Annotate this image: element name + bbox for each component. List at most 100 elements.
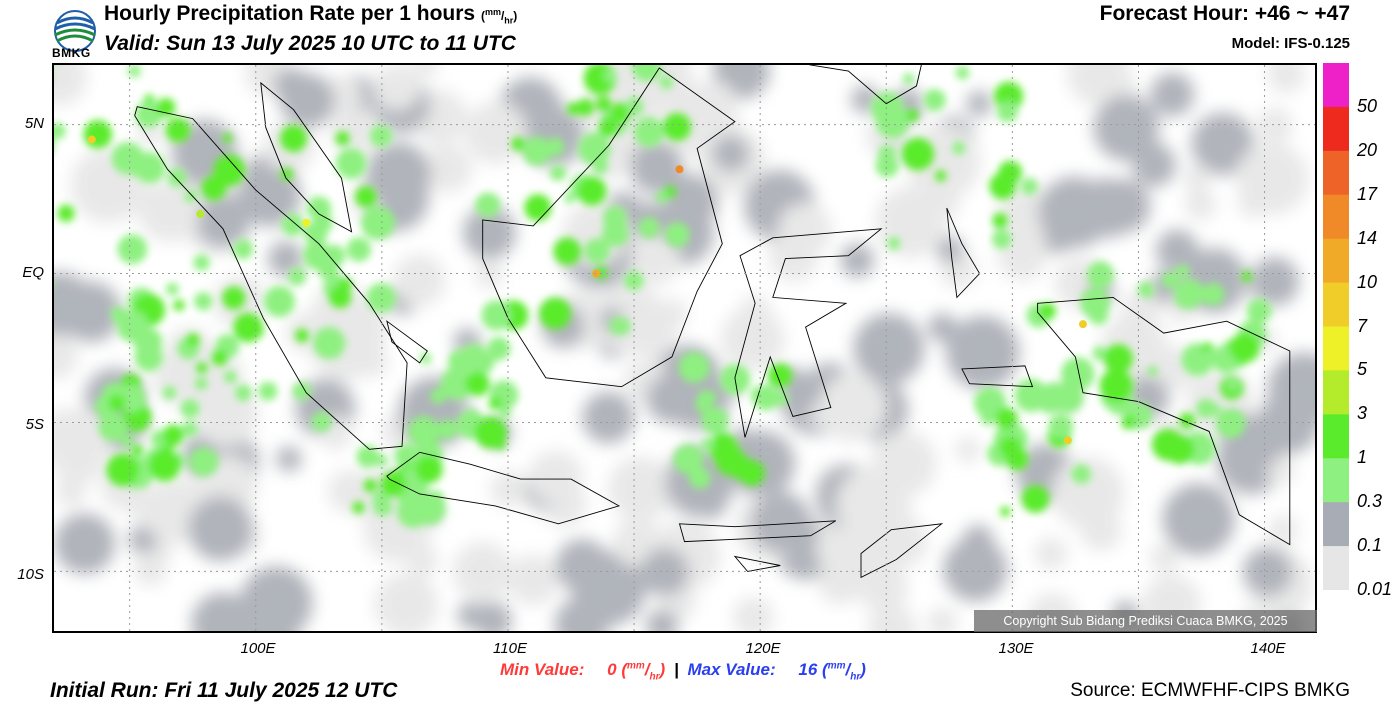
precip-cell-intense	[592, 269, 601, 278]
precip-cell	[193, 254, 210, 271]
precip-cell	[373, 65, 421, 111]
legend-swatch	[1323, 194, 1349, 240]
precip-cell	[1021, 178, 1038, 195]
precip-cell	[423, 144, 472, 193]
precip-cell	[465, 371, 490, 396]
precip-cell	[128, 65, 141, 78]
precip-cell	[905, 108, 919, 122]
logo-text: BMKG	[52, 46, 91, 60]
precip-cell	[459, 343, 489, 373]
precip-cell	[420, 352, 432, 365]
precip-cell	[1179, 412, 1196, 429]
precip-cell	[488, 397, 502, 410]
legend-label: 50	[1357, 95, 1378, 116]
model-name: Model: IFS-0.125	[1231, 35, 1350, 52]
lat-label-eq: EQ	[22, 264, 44, 281]
precipitation-map[interactable]	[52, 63, 1317, 633]
precip-cell	[131, 444, 144, 457]
lon-label-130e: 130E	[998, 640, 1034, 657]
precip-cell	[945, 315, 1020, 390]
lat-label-10s: 10S	[17, 566, 44, 583]
legend-label: 20	[1357, 139, 1378, 160]
precip-cell	[412, 65, 438, 79]
legend-label: 5	[1357, 359, 1368, 380]
precip-cell	[234, 384, 252, 402]
precip-cell	[463, 101, 527, 165]
precip-cell	[117, 234, 148, 264]
precip-cell	[148, 449, 181, 482]
lon-label-110e: 110E	[493, 640, 527, 657]
precip-cell	[549, 164, 567, 181]
precip-cell	[173, 299, 185, 311]
title-unit: (mm/hr)	[480, 7, 518, 26]
precip-cell	[554, 597, 609, 631]
precip-cell	[663, 174, 719, 229]
precip-cell	[553, 237, 582, 266]
precip-cell	[355, 185, 377, 208]
precip-cell	[1137, 281, 1155, 298]
precip-cell	[853, 313, 925, 385]
precip-cell	[313, 213, 333, 233]
precip-cell	[992, 229, 1012, 249]
precip-cell	[1200, 350, 1215, 365]
legend-swatch	[1323, 414, 1349, 459]
precip-cell	[346, 237, 372, 262]
precip-cell	[875, 104, 910, 139]
precip-cell	[715, 445, 746, 476]
precip-cell	[923, 89, 946, 112]
precip-cell-intense	[675, 165, 684, 174]
precip-cell	[374, 572, 439, 631]
precip-cell	[267, 240, 304, 277]
color-legend	[1323, 63, 1349, 590]
legend-swatch	[1323, 326, 1349, 371]
precip-cell	[127, 489, 160, 522]
precip-cell	[313, 327, 346, 360]
min-value: 0	[607, 660, 617, 679]
precip-cell	[646, 374, 695, 424]
precip-cell	[1005, 447, 1029, 471]
precip-cell	[54, 331, 79, 380]
precip-cell-intense	[1078, 320, 1087, 329]
precip-cell	[732, 596, 774, 631]
coastline-layer	[134, 65, 1291, 579]
precip-cell	[474, 601, 512, 631]
precip-cell	[936, 236, 964, 264]
precip-cell	[577, 132, 611, 166]
coastline-sumba	[733, 555, 781, 572]
precip-cell	[182, 421, 198, 437]
precip-cell	[361, 206, 395, 240]
precip-cell	[98, 412, 127, 442]
coastline-new-guinea	[1037, 296, 1291, 546]
precip-cell	[196, 362, 208, 374]
precip-cell	[935, 170, 947, 182]
precip-cell	[943, 537, 1008, 602]
precip-cell	[822, 537, 848, 564]
precip-cell	[1051, 456, 1125, 530]
precip-cell	[524, 194, 552, 222]
precip-cell	[165, 117, 191, 143]
lat-label-5s: 5S	[25, 416, 44, 433]
precip-cell	[295, 328, 309, 343]
precip-cell	[1147, 365, 1158, 377]
forecast-hour: Forecast Hour: +46 ~ +47	[1099, 2, 1350, 25]
coastline-java	[386, 451, 621, 525]
precip-cell	[675, 448, 698, 471]
legend-swatch	[1323, 150, 1349, 196]
precip-cell	[564, 192, 575, 204]
precip-cell	[1099, 368, 1134, 403]
precip-cell	[201, 175, 227, 201]
precip-cell	[288, 267, 307, 286]
precip-cell	[1196, 398, 1216, 419]
precip-cell	[108, 394, 126, 412]
precip-cell	[124, 150, 151, 177]
precip-cell	[437, 419, 458, 440]
precip-cell	[1034, 537, 1068, 570]
min-value-label: Min Value:	[500, 660, 585, 679]
precip-cell-intense	[1063, 436, 1072, 445]
initial-run: Initial Run: Fri 11 July 2025 12 UTC	[50, 679, 398, 702]
coastline-sumatra	[134, 106, 408, 450]
precip-cell	[268, 290, 293, 315]
legend-swatch	[1323, 106, 1349, 152]
coastline-mindanao	[809, 65, 922, 105]
precip-cell	[603, 68, 618, 83]
